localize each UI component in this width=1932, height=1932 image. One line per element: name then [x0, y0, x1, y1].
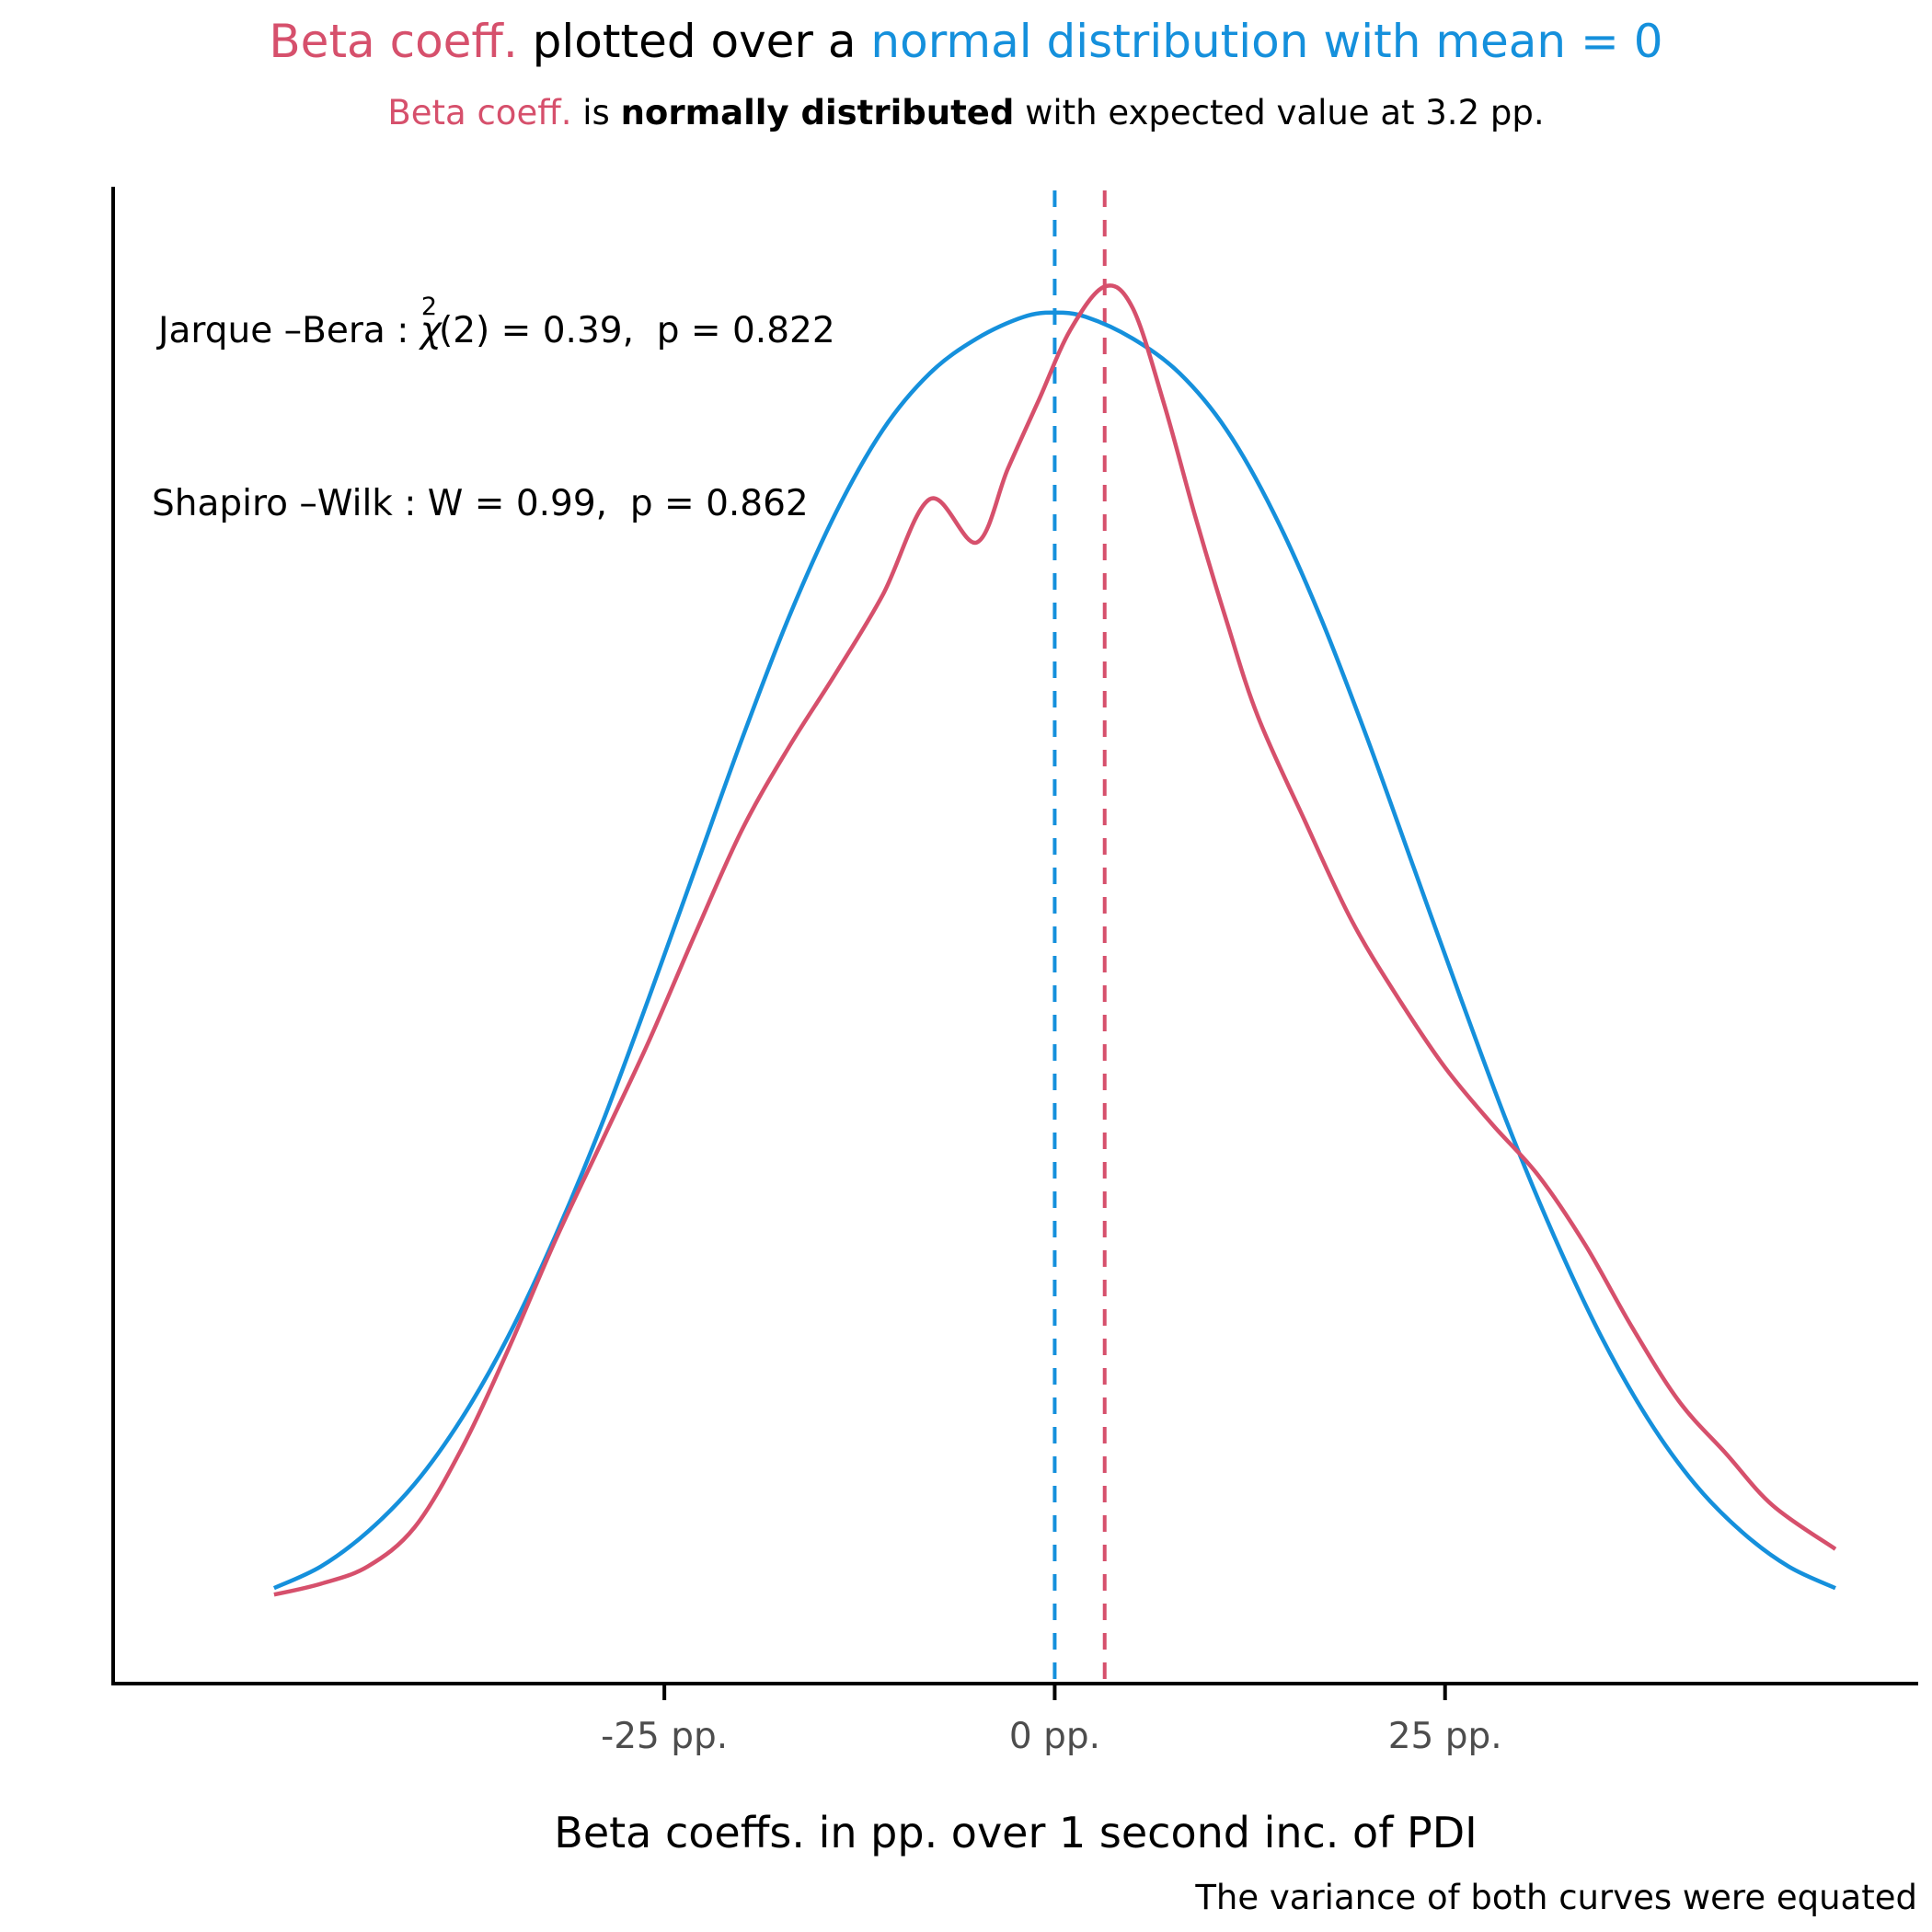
shapiro-wilk-annotation: Shapiro –Wilk : W = 0.99, p = 0.862	[152, 483, 809, 524]
chi-symbol: χ	[419, 310, 443, 351]
x-ticks-layer: -25 pp. 0 pp. 25 pp.	[601, 1684, 1502, 1757]
x-tick-label: 25 pp.	[1388, 1716, 1502, 1757]
subtitle-is: is	[571, 93, 620, 132]
chi-superscript: 2	[421, 293, 437, 321]
chart-caption: The variance of both curves were equated	[1194, 1878, 1917, 1917]
series-layer	[272, 283, 1837, 1597]
jarque-bera-value: (2) = 0.39, p = 0.822	[439, 310, 835, 351]
chart-title: Beta coeff. plotted over a normal distri…	[269, 15, 1662, 68]
title-connector: plotted over a	[518, 15, 871, 68]
jarque-bera-label: Jarque –Bera :	[155, 310, 420, 351]
chart-subtitle: Beta coeff. is normally distributed with…	[387, 93, 1544, 132]
vlines-layer	[1052, 190, 1107, 1684]
subtitle-beta-coeff: Beta coeff.	[387, 93, 571, 132]
subtitle-expected-value: with expected value at 3.2 pp.	[1014, 93, 1544, 132]
x-axis-label: Beta coeffs. in pp. over 1 second inc. o…	[554, 1808, 1477, 1857]
title-normal-dist: normal distribution with mean = 0	[870, 15, 1662, 68]
subtitle-normally-distributed: normally distributed	[621, 93, 1015, 132]
x-tick-label: -25 pp.	[601, 1716, 728, 1757]
title-beta-coeff: Beta coeff.	[269, 15, 517, 68]
jarque-bera-annotation: Jarque –Bera : χ2(2) = 0.39, p = 0.822	[155, 293, 835, 351]
beta-coeff-density-line	[273, 283, 1837, 1597]
x-tick-label: 0 pp.	[1009, 1716, 1100, 1757]
